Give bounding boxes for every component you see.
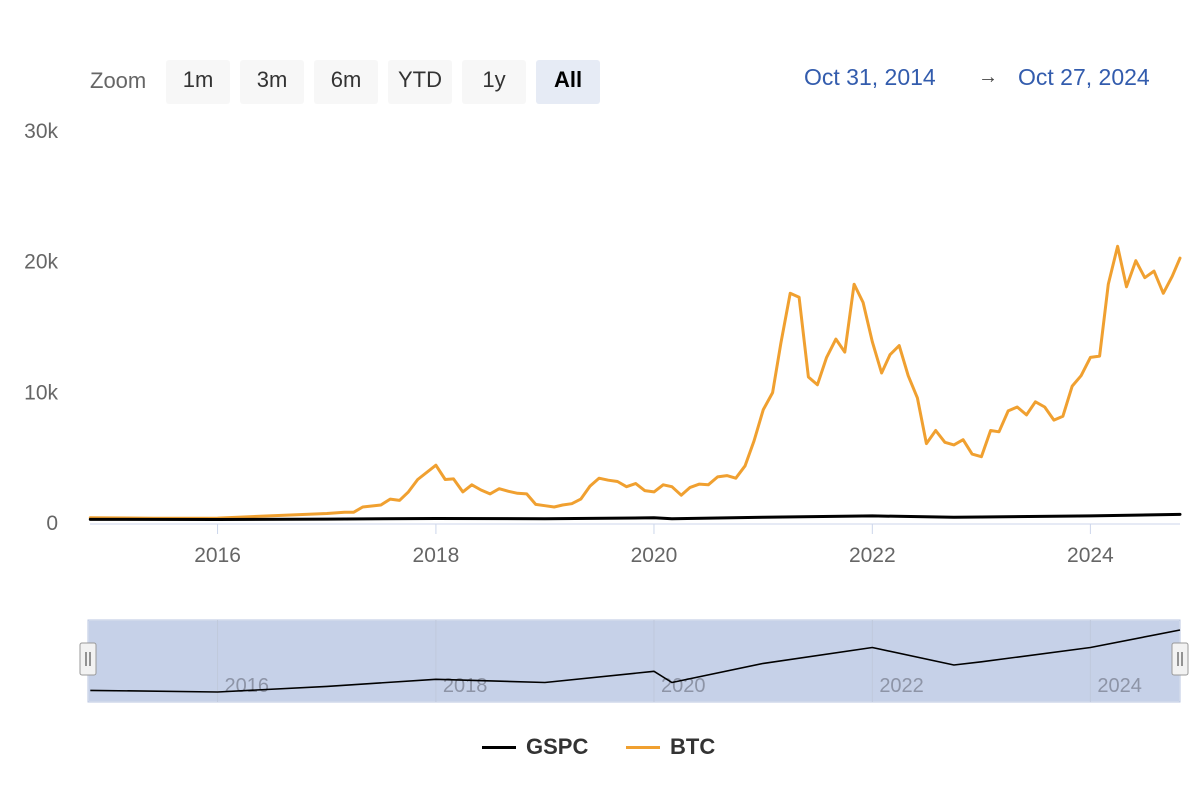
y-tick-label: 0 [46, 512, 58, 535]
x-tick-label: 2020 [631, 544, 678, 567]
x-tick-label: 2022 [849, 544, 896, 567]
navigator-right-handle-grip[interactable] [1171, 642, 1189, 676]
navigator-tick-label: 2022 [879, 675, 924, 697]
x-axis: 2016 2018 2020 2022 2024 [90, 523, 1180, 567]
zoom-1y-button[interactable]: 1y [462, 60, 526, 104]
x-tick-label: 2018 [413, 544, 460, 567]
legend-item-btc[interactable]: BTC [626, 730, 715, 764]
x-tick-label: 2024 [1067, 544, 1114, 567]
navigator-left-handle[interactable] [79, 642, 97, 676]
series-layer [88, 244, 1182, 521]
y-axis: 0 10k 20k 30k [24, 120, 58, 535]
series-line-btc[interactable] [88, 244, 1182, 520]
series-line-gspc[interactable] [88, 512, 1182, 521]
legend-gspc-label: GSPC [526, 734, 589, 759]
x-tick-label: 2016 [194, 544, 241, 567]
zoom-ytd-button[interactable]: YTD [388, 60, 452, 104]
legend-item-gspc[interactable]: GSPC [482, 730, 588, 764]
navigator-tick-label: 2018 [443, 675, 488, 697]
navigator-tick-label: 2020 [661, 675, 706, 697]
legend-gspc-swatch [482, 745, 516, 749]
legend-btc-swatch [626, 745, 660, 749]
zoom-3m-button[interactable]: 3m [240, 60, 304, 104]
y-tick-label: 30k [24, 120, 58, 143]
range-arrow: → [978, 66, 998, 88]
zoom-label: Zoom [90, 68, 147, 93]
range-to-date[interactable]: Oct 27, 2024 [1018, 64, 1150, 90]
zoom-all-button[interactable]: All [536, 60, 600, 104]
legend-btc-label: BTC [670, 734, 716, 759]
main-chart: 0 10k 20k 30k 2016 2018 2020 2022 2024 [24, 120, 1182, 567]
navigator-selection[interactable] [89, 621, 1179, 701]
range-from-date[interactable]: Oct 31, 2014 [804, 64, 936, 90]
navigator[interactable]: 2016 2018 2020 2022 2024 [0, 0, 1200, 720]
navigator-series-line [90, 629, 1181, 693]
navigator-left-handle-grip[interactable] [79, 642, 97, 676]
zoom-1m-button[interactable]: 1m [166, 60, 230, 104]
navigator-tick-label: 2024 [1097, 675, 1142, 697]
navigator-right-handle[interactable] [1171, 642, 1189, 676]
y-tick-label: 10k [24, 381, 58, 404]
zoom-6m-button[interactable]: 6m [314, 60, 378, 104]
navigator-tick-label: 2016 [225, 675, 270, 697]
y-tick-label: 20k [24, 251, 58, 274]
